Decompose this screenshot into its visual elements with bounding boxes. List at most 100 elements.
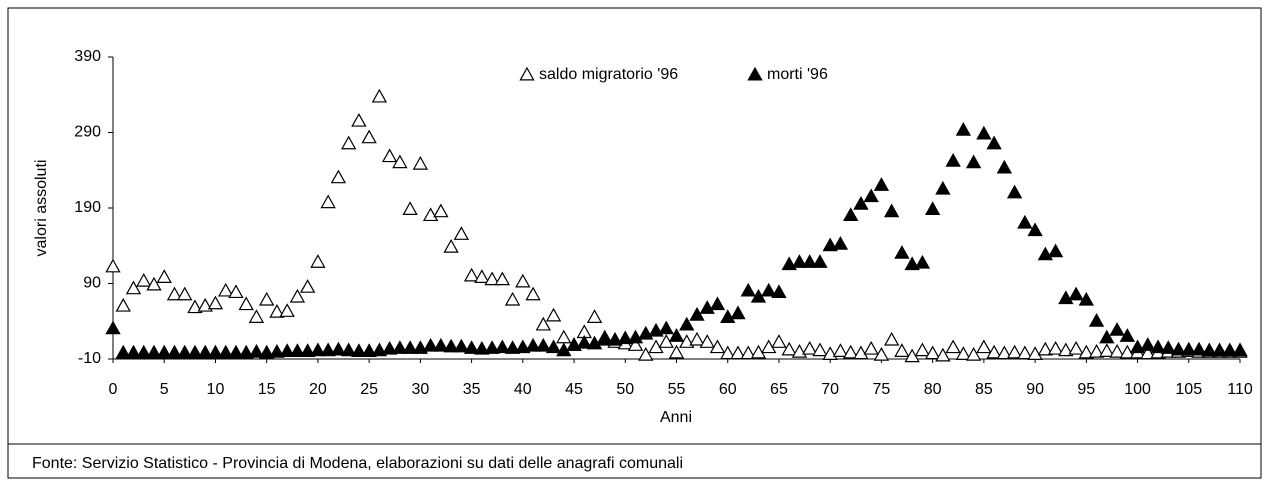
point (1027, 222, 1043, 237)
point (279, 343, 295, 357)
point (269, 303, 285, 318)
point (392, 340, 408, 354)
frame (7, 7, 1262, 479)
point (1017, 214, 1033, 229)
point (924, 345, 941, 360)
point (504, 340, 521, 354)
x-tick-label: 30 (411, 381, 429, 398)
x-tick-label: 5 (160, 381, 169, 398)
x-tick-label: 85 (975, 381, 993, 398)
point (627, 329, 644, 344)
point (310, 342, 326, 357)
point (433, 337, 449, 352)
point (894, 343, 910, 357)
point (1017, 345, 1033, 360)
point (412, 155, 429, 170)
x-tick-label: 105 (1175, 381, 1202, 398)
point (781, 341, 797, 356)
point (761, 282, 777, 297)
x-axis-label: Anni (660, 409, 692, 426)
point (402, 201, 418, 216)
point (443, 338, 459, 353)
point (945, 339, 961, 354)
point (1047, 243, 1064, 258)
point (361, 129, 377, 144)
point (1170, 341, 1187, 356)
point (494, 271, 510, 286)
point (289, 343, 306, 357)
legend-marker (519, 66, 535, 81)
point (802, 340, 818, 355)
point (197, 344, 213, 359)
point (381, 340, 398, 355)
x-tick-label: 10 (207, 381, 225, 398)
y-tick-label: 290 (74, 124, 101, 141)
point (371, 342, 388, 357)
point (218, 282, 234, 297)
point (935, 180, 951, 195)
x-tick-label: 0 (109, 381, 118, 398)
point (863, 340, 879, 355)
point (545, 307, 562, 322)
point (515, 339, 531, 354)
point (720, 309, 736, 323)
point (679, 316, 695, 331)
point (843, 344, 859, 359)
point (1191, 341, 1207, 356)
legend-marker (747, 66, 763, 81)
point (351, 112, 367, 127)
point (1119, 328, 1135, 342)
point (535, 337, 551, 352)
point (146, 276, 162, 291)
point (832, 343, 849, 357)
x-tick-label: 15 (258, 381, 276, 398)
point (1006, 344, 1023, 359)
point (976, 339, 992, 354)
x-tick-label: 60 (719, 381, 737, 398)
point (279, 303, 295, 317)
point (883, 331, 900, 346)
point (269, 343, 285, 358)
point (1078, 344, 1094, 359)
point (894, 245, 910, 259)
point (105, 258, 121, 273)
x-tick-label: 100 (1124, 381, 1151, 398)
point (607, 331, 623, 346)
x-tick-label: 50 (616, 381, 634, 398)
point (1211, 342, 1228, 357)
point (525, 286, 541, 301)
x-tick-label: 70 (821, 381, 839, 398)
point (822, 237, 838, 252)
point (310, 254, 326, 268)
point (914, 342, 931, 357)
point (668, 328, 685, 342)
point (986, 344, 1002, 359)
point (1099, 343, 1115, 357)
point (392, 154, 408, 169)
point (259, 344, 275, 359)
point (125, 280, 142, 295)
point (330, 169, 347, 184)
point (853, 195, 869, 210)
point (105, 320, 121, 335)
point (771, 284, 787, 299)
y-tick-label: 190 (74, 199, 101, 216)
point (218, 344, 234, 359)
point (381, 148, 398, 163)
y-axis-label: valori assoluti (33, 160, 50, 257)
point (228, 344, 244, 359)
point (976, 125, 992, 140)
point (904, 256, 920, 271)
point (1068, 286, 1084, 301)
point (955, 346, 972, 360)
legend-label: morti '96 (767, 66, 828, 83)
point (812, 254, 828, 268)
point (1222, 342, 1238, 357)
point (422, 207, 439, 222)
x-tick-label: 55 (668, 381, 686, 398)
x-tick-label: 75 (873, 381, 891, 398)
point (177, 286, 193, 301)
point (812, 342, 828, 357)
point (136, 344, 152, 359)
point (453, 338, 470, 353)
